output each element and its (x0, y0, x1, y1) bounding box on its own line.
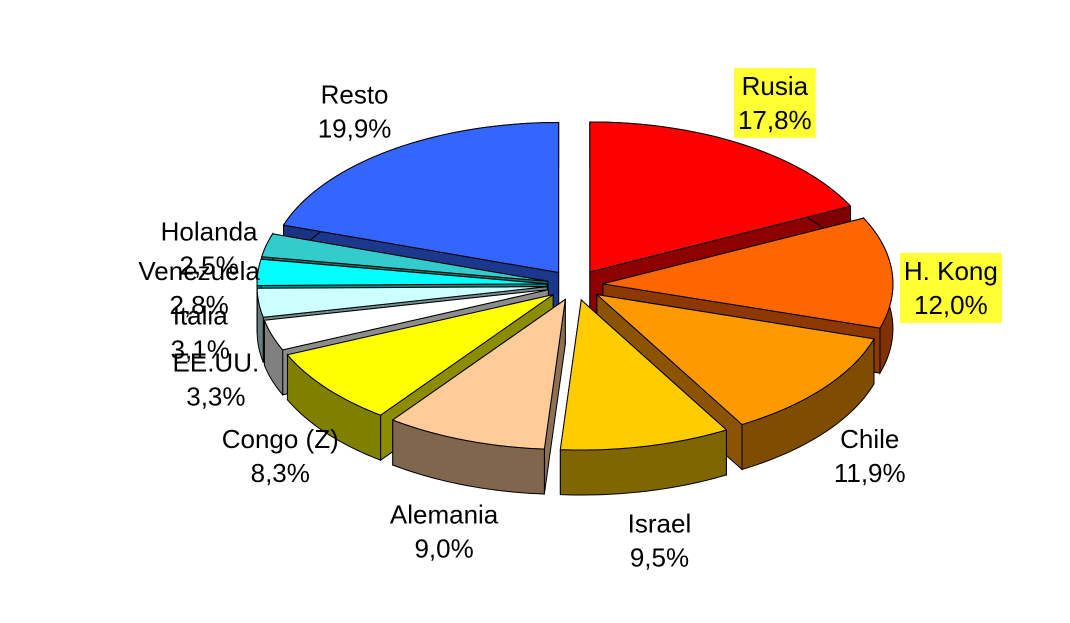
label-name: Resto (321, 80, 389, 110)
slice (286, 294, 554, 416)
data-label: Venezuela 2,8% (138, 256, 260, 320)
label-name: Chile (840, 424, 899, 454)
label-value: 17,8% (738, 105, 812, 135)
label-name: H. Kong (904, 256, 998, 286)
slice (261, 233, 548, 282)
slice (589, 121, 852, 273)
label-name: Venezuela (138, 256, 260, 286)
data-label: Rusia 17,8% (733, 67, 816, 138)
label-highlight (733, 67, 816, 138)
slice (602, 217, 894, 329)
label-highlight (899, 252, 1002, 323)
label-value: 9,0% (414, 533, 473, 563)
label-name: EE.UU. (173, 347, 260, 377)
slice (282, 122, 560, 274)
data-label: Israel 9,5% (628, 508, 692, 572)
slice (559, 299, 728, 451)
data-label: Resto 19,9% (318, 80, 392, 144)
label-value: 3,1% (171, 334, 230, 364)
slice (595, 293, 875, 426)
slice (391, 298, 566, 495)
data-label: Alemania 9,0% (390, 499, 499, 563)
label-value: 3,3% (186, 381, 245, 411)
label-value: 2,5% (179, 251, 238, 281)
label-value: 8,3% (251, 458, 310, 488)
label-value: 19,9% (318, 114, 392, 144)
label-value: 9,5% (630, 542, 689, 572)
data-label: Italia 3,1% (171, 300, 230, 364)
label-name: Congo (Z) (222, 424, 339, 454)
data-label: Chile 11,9% (834, 424, 906, 488)
label-name: Holanda (161, 217, 258, 247)
label-name: Rusia (742, 71, 809, 101)
data-label: Holanda 2,5% (161, 217, 258, 281)
slice (263, 289, 549, 351)
label-value: 2,8% (169, 290, 228, 320)
data-label: EE.UU. 3,3% (173, 347, 260, 411)
data-label: Congo (Z) 8,3% (222, 424, 339, 488)
label-value: 12,0% (914, 290, 988, 320)
data-label: H. Kong 12,0% (899, 252, 1002, 323)
label-value: 11,9% (834, 458, 906, 488)
label-name: Alemania (390, 499, 499, 529)
slice (559, 298, 728, 496)
slice (256, 258, 548, 286)
label-name: Israel (628, 508, 692, 538)
slice (391, 298, 566, 450)
label-name: Italia (173, 300, 228, 330)
slice (256, 286, 548, 318)
